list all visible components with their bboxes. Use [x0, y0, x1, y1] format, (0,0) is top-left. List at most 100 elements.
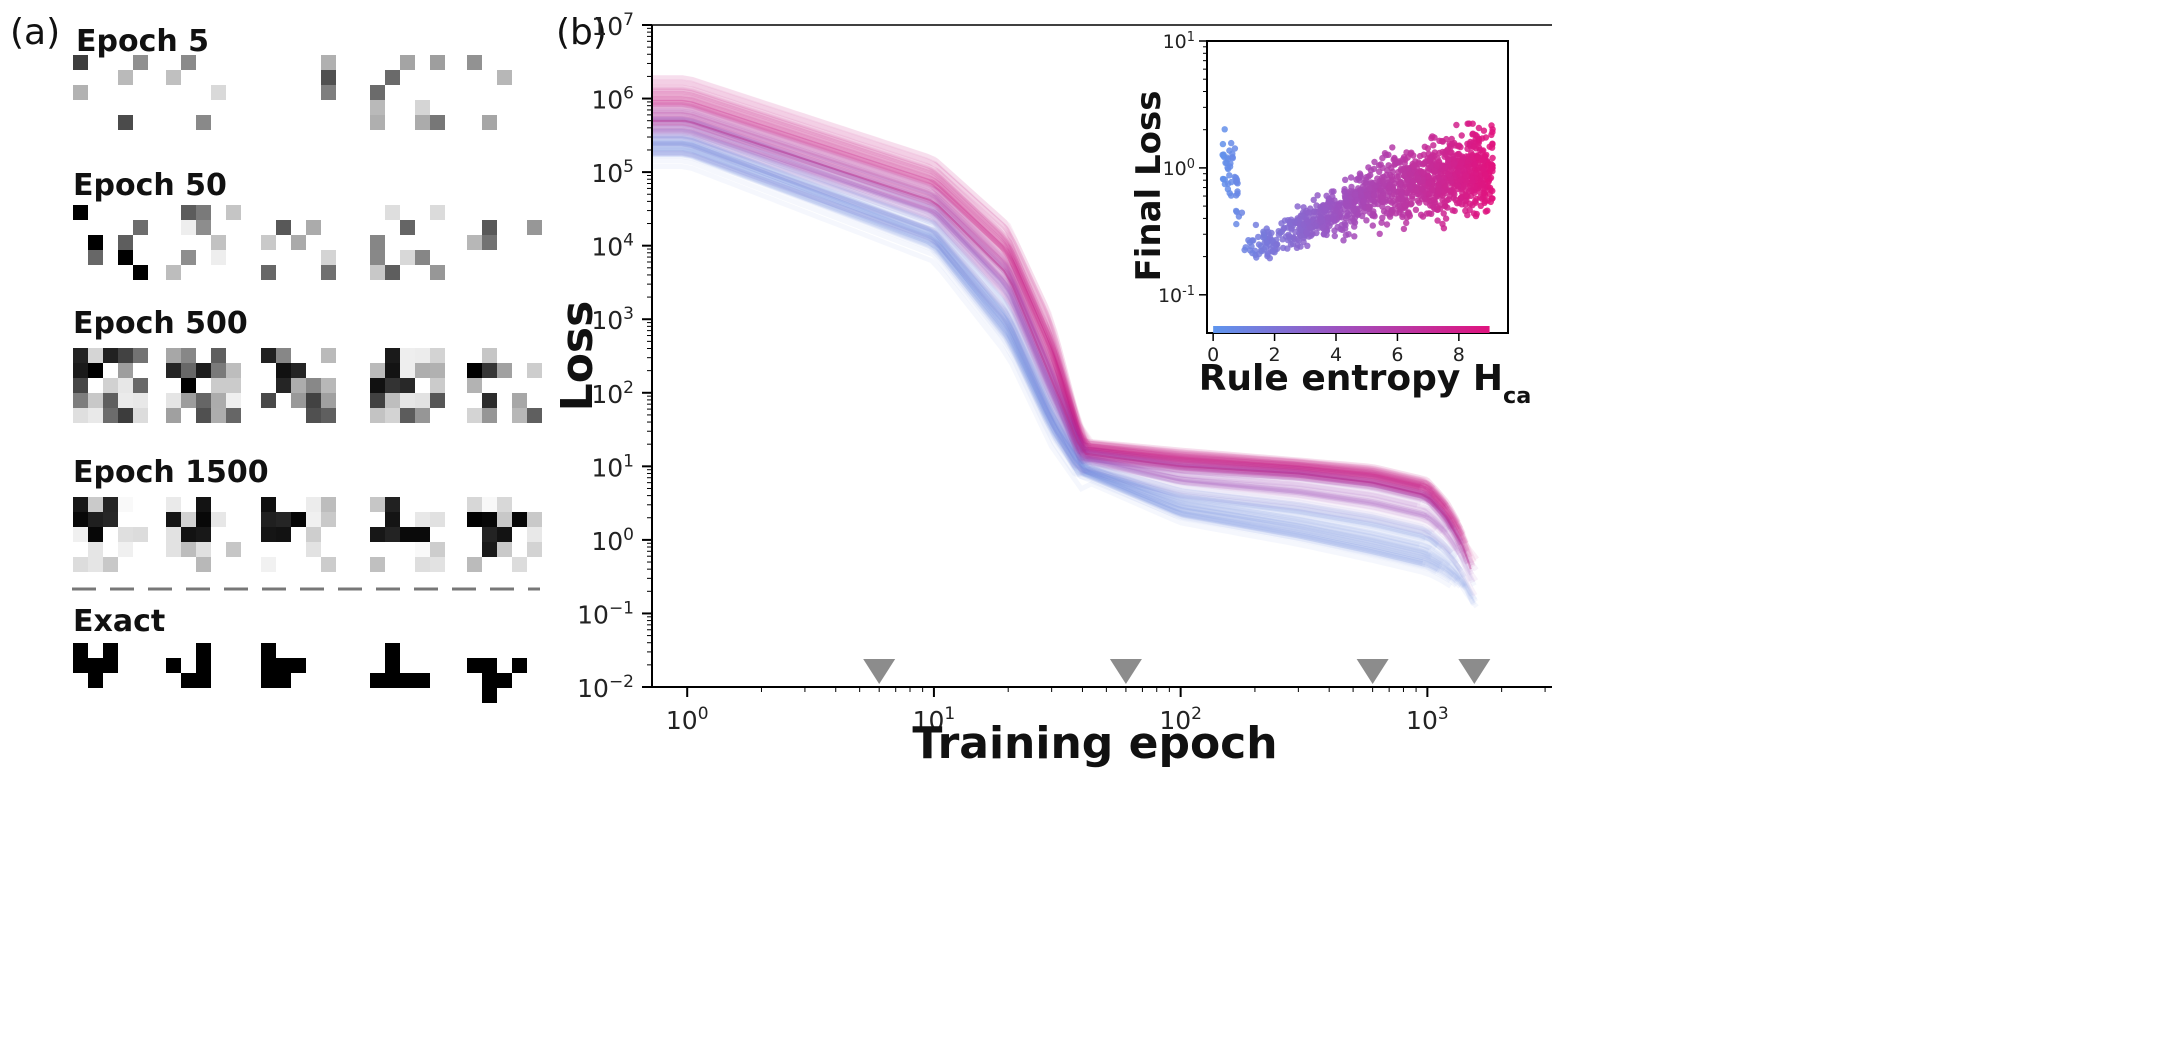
panel-b-label: (b) — [556, 12, 607, 53]
scatter-point — [1407, 171, 1414, 178]
scatter-point — [1426, 155, 1434, 162]
kernel-cell — [181, 542, 196, 557]
loss-curve — [652, 99, 1454, 521]
scatter-point — [1462, 191, 1470, 199]
scatter-point — [1441, 164, 1448, 171]
inset-y-tick-label-exp: 0 — [1187, 156, 1195, 171]
kernel-cell — [482, 220, 497, 235]
kernel-r1-c2 — [261, 220, 336, 280]
y-tick-label-base: 10 — [591, 380, 623, 409]
scatter-point — [1304, 218, 1312, 225]
kernel-cell — [306, 527, 321, 542]
kernel-cell — [370, 115, 385, 130]
kernel-cell — [400, 527, 415, 542]
scatter-point — [1420, 169, 1427, 176]
kernel-cell — [400, 220, 415, 235]
kernel-cell — [181, 673, 196, 688]
kernel-cell — [73, 557, 88, 572]
scatter-point — [1477, 202, 1485, 209]
scatter-point — [1462, 207, 1469, 214]
kernel-cell — [370, 100, 385, 115]
kernel-cell — [226, 378, 241, 393]
loss-curve — [652, 108, 1422, 506]
inset-y-tick-label-base: 10 — [1163, 31, 1187, 53]
loss-curve — [652, 103, 1421, 491]
scatter-point — [1224, 180, 1232, 187]
kernel-cell — [430, 205, 445, 220]
kernel-cell — [166, 527, 181, 542]
kernel-cell — [166, 363, 181, 378]
scatter-point — [1439, 148, 1446, 156]
scatter-point — [1337, 209, 1345, 216]
scatter-point — [1410, 162, 1418, 169]
kernel-cell — [291, 512, 306, 527]
kernel-cell — [276, 527, 291, 542]
loss-curve — [652, 146, 1441, 574]
scatter-point — [1260, 245, 1268, 253]
kernel-cell — [211, 363, 226, 378]
loss-curve-bundle — [652, 75, 1479, 609]
loss-curve — [652, 150, 1467, 579]
scatter-point — [1361, 208, 1368, 215]
inset-x-axis-title: Rule entropy Hca — [1199, 358, 1532, 409]
kernel-cell — [103, 557, 118, 572]
kernel-cell — [261, 643, 276, 658]
x-tick-label-exp: 1 — [944, 704, 955, 724]
kernel-cell — [261, 235, 276, 250]
scatter-point — [1379, 214, 1386, 221]
scatter-point — [1347, 174, 1355, 181]
loss-curve — [652, 140, 1440, 546]
y-tick-label-base: 10 — [591, 453, 623, 482]
kernel-cell — [512, 512, 527, 527]
scatter-point — [1384, 205, 1392, 212]
scatter-point — [1353, 197, 1361, 205]
kernel-cell — [370, 393, 385, 408]
epoch-marker-2 — [1356, 659, 1389, 684]
loss-curve — [652, 141, 1462, 572]
loss-curve — [652, 140, 1433, 551]
loss-curve — [652, 122, 1444, 535]
loss-curve — [652, 145, 1426, 542]
kernel-cell — [385, 512, 400, 527]
loss-curve — [652, 145, 1438, 575]
x-tick-label-exp: 0 — [698, 704, 709, 724]
loss-curve — [652, 90, 1425, 487]
loss-curve — [652, 151, 1446, 573]
kernel-cell — [196, 115, 211, 130]
loss-curve — [652, 100, 1460, 531]
epoch-50-label: Epoch 50 — [73, 168, 227, 203]
kernel-r1-c3 — [370, 205, 445, 280]
y-tick-label: 10−2 — [577, 672, 634, 703]
kernel-r2-c4 — [467, 348, 542, 423]
kernel-cell — [181, 250, 196, 265]
kernel-cell — [467, 363, 482, 378]
loss-curve — [652, 110, 1472, 565]
loss-curve — [652, 145, 1459, 584]
kernel-cell — [103, 378, 118, 393]
loss-curve — [652, 129, 1458, 560]
kernel-cell — [385, 265, 400, 280]
scatter-point — [1347, 187, 1354, 195]
y-tick-label: 105 — [591, 157, 634, 188]
kernel-cell — [415, 408, 430, 423]
kernel-cell — [211, 250, 226, 265]
kernel-cell — [118, 542, 133, 557]
scatter-point — [1369, 222, 1377, 229]
scatter-point — [1474, 154, 1482, 161]
scatter-point — [1288, 226, 1295, 233]
loss-curve — [652, 101, 1447, 511]
scatter-point — [1431, 134, 1438, 141]
kernel-cell — [415, 393, 430, 408]
loss-curve — [652, 147, 1478, 602]
kernel-cell — [527, 220, 542, 235]
kernel-cell — [400, 393, 415, 408]
kernel-cell — [415, 100, 430, 115]
scatter-point — [1391, 161, 1398, 168]
inset-y-tick-label: 100 — [1163, 156, 1195, 180]
kernel-cell — [73, 85, 88, 100]
scatter-point — [1326, 222, 1333, 230]
scatter-point — [1357, 172, 1364, 179]
scatter-point — [1265, 228, 1272, 235]
kernel-cell — [512, 408, 527, 423]
loss-curve — [652, 133, 1454, 555]
